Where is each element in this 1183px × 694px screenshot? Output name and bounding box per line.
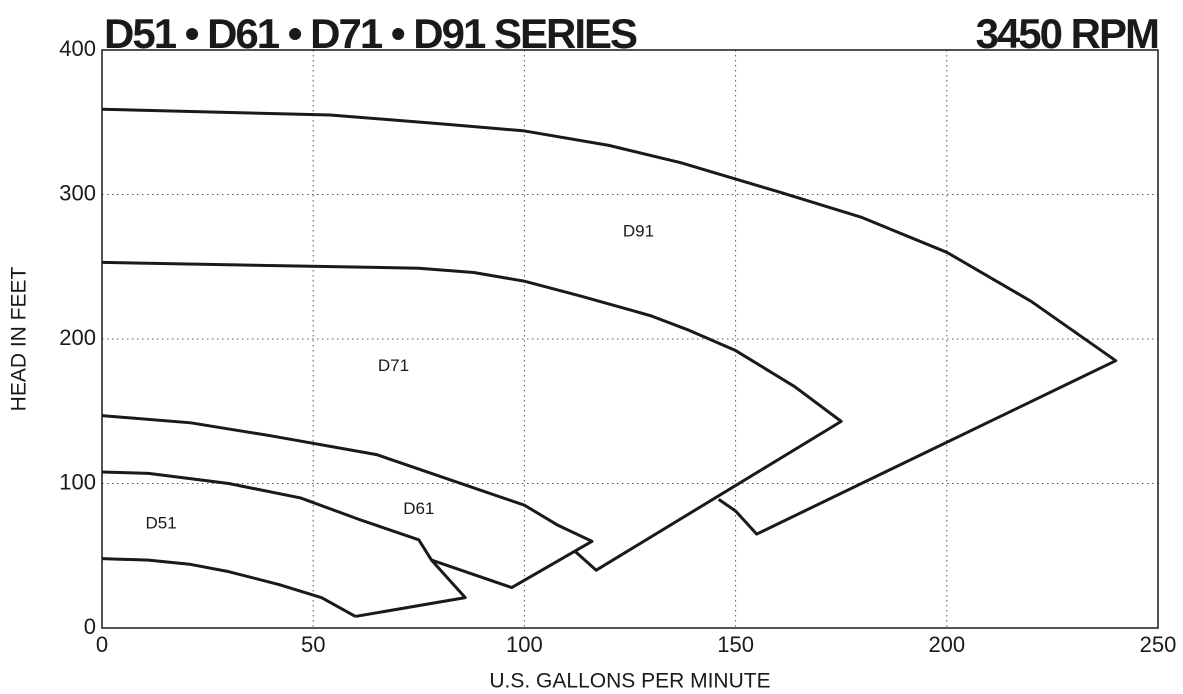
chart-title: D51 • D61 • D71 • D91 SERIES [104,10,637,57]
y-tick-label: 100 [59,469,96,494]
x-tick-label: 150 [717,632,754,657]
curve [101,107,1118,536]
chart-subtitle: 3450 RPM [976,10,1158,57]
y-tick-label: 200 [59,325,96,350]
region-label: D91 [623,222,654,241]
y-tick-label: 400 [59,36,96,61]
plot-frame [101,49,1159,629]
y-tick-label: 300 [59,180,96,205]
y-tick-label: 0 [84,614,96,639]
curve [101,414,594,590]
x-tick-label: 0 [96,632,108,657]
x-tick-label: 200 [928,632,965,657]
curve [101,557,357,618]
region-label: D61 [403,499,434,518]
curve [101,260,843,572]
x-tick-label: 250 [1140,632,1177,657]
region-label: D51 [146,513,177,532]
x-tick-label: 100 [506,632,543,657]
x-axis-title: U.S. GALLONS PER MINUTE [489,670,770,693]
x-tick-label: 50 [301,632,325,657]
region-label: D71 [378,356,409,375]
curve [101,470,467,618]
y-axis-title: HEAD IN FEET [8,266,31,411]
